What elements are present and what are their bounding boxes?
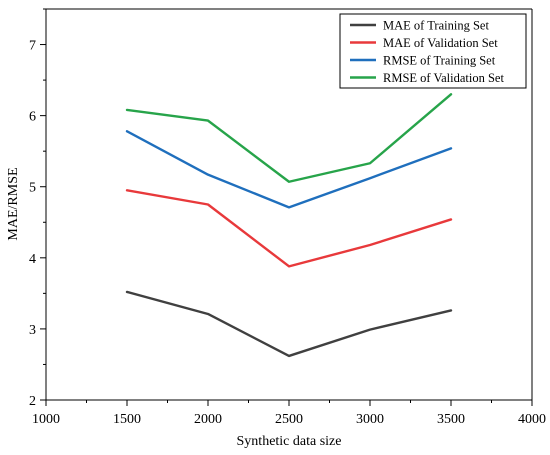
x-tick-label: 1000 — [32, 412, 60, 427]
legend-box — [339, 13, 527, 89]
x-axis-ticks: 1000 1500 2000 2500 3000 3500 4000 — [32, 400, 546, 427]
series-line-4 — [125, 93, 453, 183]
legend-label: MAE of Training Set — [383, 19, 489, 33]
series-group — [125, 93, 453, 358]
x-tick-label: 2500 — [275, 412, 303, 427]
y-tick-label: 2 — [29, 394, 36, 409]
x-tick-label: 2000 — [194, 412, 222, 427]
y-axis-ticks: 2 3 4 5 6 7 — [29, 8, 46, 409]
series-line-2 — [125, 189, 453, 268]
x-tick-label: 3500 — [437, 412, 465, 427]
y-tick-label: 4 — [29, 252, 36, 267]
legend: MAE of Training Set MAE of Validation Set… — [339, 13, 527, 89]
y-tick-label: 5 — [29, 181, 36, 196]
y-tick-label: 7 — [29, 39, 36, 54]
x-tick-label: 4000 — [518, 412, 546, 427]
x-tick-label: 1500 — [113, 412, 141, 427]
legend-label: RMSE of Validation Set — [383, 71, 504, 85]
legend-label: RMSE of Training Set — [383, 54, 496, 68]
series-line-1 — [125, 290, 453, 358]
series-line-3 — [125, 130, 453, 209]
legend-items: MAE of Training Set MAE of Validation Set… — [350, 19, 504, 85]
y-axis-title: MAE/RMSE — [6, 167, 21, 240]
x-tick-label: 3000 — [356, 412, 384, 427]
y-tick-label: 6 — [29, 110, 36, 125]
y-tick-label: 3 — [29, 323, 36, 338]
legend-label: MAE of Validation Set — [383, 36, 498, 50]
x-axis-title: Synthetic data size — [237, 434, 342, 449]
